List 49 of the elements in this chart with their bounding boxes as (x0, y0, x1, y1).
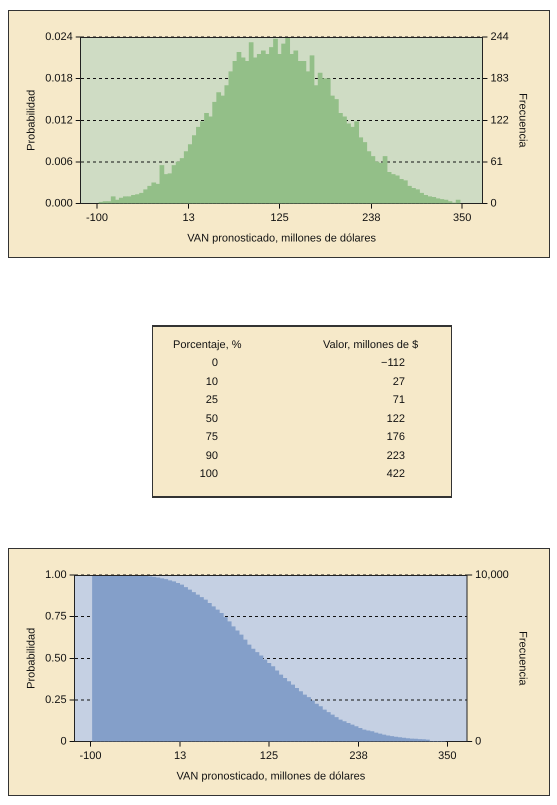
category-label: 50 (204, 412, 218, 424)
data-label: 223 (386, 450, 405, 462)
category-label: 10 (204, 376, 218, 388)
y2-tick-label: 0 (475, 736, 482, 748)
y-tick-label: 0.018 (45, 72, 73, 85)
y-axis-title: Probabilidad (26, 90, 38, 151)
x-tick-label: 13 (182, 212, 195, 224)
category-label: 90 (204, 450, 218, 462)
x-tick-label: 125 (270, 212, 289, 224)
data-label: 422 (386, 468, 405, 480)
x-axis-title: VAN pronosticado, millones de dólares (176, 770, 366, 782)
y2-tick-label: 183 (490, 72, 509, 85)
x-tick-label: 13 (174, 750, 186, 762)
data-label: 27 (392, 376, 405, 388)
y-tick-label: 0.006 (45, 156, 73, 168)
category-label: 100 (198, 468, 218, 480)
y-tick-label: 1.00 (45, 569, 67, 582)
y2-tick-label: 10,000 (475, 569, 509, 582)
y2-axis-title: Frecuencia (516, 631, 528, 686)
data-label: 71 (392, 394, 405, 406)
x-tick-label: 125 (260, 750, 278, 762)
x-tick-label: -100 (79, 750, 102, 762)
y-tick-label: 0.024 (45, 31, 73, 44)
y2-tick-label: 61 (490, 156, 503, 168)
y-tick-label: 0.50 (45, 652, 67, 664)
text: Porcentaje, % (173, 339, 242, 351)
text: Valor, millones de $ (323, 339, 420, 351)
y2-tick-label: 122 (490, 114, 509, 126)
y-tick-label: 0.000 (45, 198, 73, 210)
category-label: 75 (204, 431, 218, 443)
y-tick-label: 0.75 (45, 610, 67, 623)
y-axis-title: Probabilidad (26, 628, 38, 689)
x-tick-label: 238 (349, 750, 368, 762)
data-label: 122 (386, 412, 405, 424)
y2-tick-label: 0 (490, 198, 497, 210)
y-tick-label: 0.012 (45, 114, 73, 126)
y-tick-label: 0.25 (45, 694, 67, 706)
x-tick-label: 238 (362, 212, 380, 224)
x-tick-label: 350 (438, 750, 457, 762)
data-label: −112 (380, 357, 405, 369)
data-label: 176 (386, 431, 405, 443)
y2-tick-label: 244 (490, 31, 509, 44)
x-tick-label: 350 (452, 212, 472, 224)
x-tick-label: -100 (86, 212, 108, 224)
y2-axis-title: Frecuencia (516, 93, 528, 148)
y-tick-label: 0 (60, 736, 67, 748)
x-axis-title: VAN pronosticado, millones de dólares (187, 232, 376, 244)
category-label: 0 (210, 357, 218, 369)
category-label: 25 (204, 394, 218, 406)
